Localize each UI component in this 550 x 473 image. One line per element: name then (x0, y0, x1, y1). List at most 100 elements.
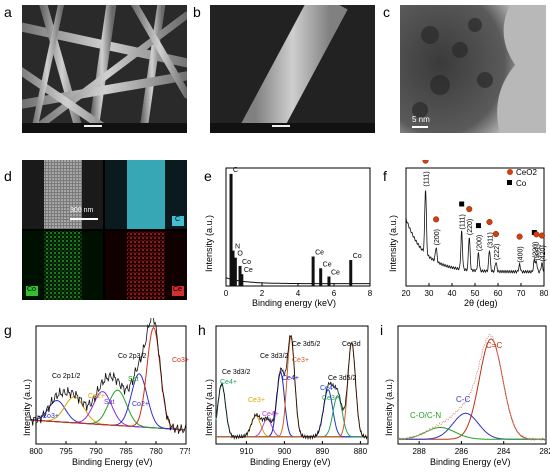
f-xtick-label: 80 (540, 289, 548, 298)
xrd-ceo2-marker (533, 231, 540, 238)
peak-annotation: Co2+ (88, 393, 105, 400)
xrd-peak-label: (220) (467, 219, 474, 235)
xrd-co-marker (475, 223, 481, 229)
i-xtick-label: 282 (539, 447, 550, 456)
f-xtick-label: 30 (425, 289, 434, 298)
peak-annotation: Ce4+ (220, 379, 237, 386)
panel-label-b: b (193, 4, 201, 20)
xrd-ceo2-marker (516, 233, 523, 240)
f-xtick-label: 20 (402, 289, 411, 298)
eds-peak-label: Co (353, 253, 362, 260)
eds-peak-label: C (233, 167, 238, 174)
eds-peak-label: Co (242, 259, 251, 266)
f-xtick-label: 50 (471, 289, 480, 298)
legend-ceo2-label: CeO2 (516, 168, 537, 177)
panel-label-c: c (383, 4, 390, 20)
sem-image-a (22, 5, 187, 133)
xrd-peak-label: (311) (487, 232, 494, 248)
legend-co-label: Co (516, 179, 527, 188)
panel-label-e: e (204, 168, 212, 184)
scale-bar-label-d: 300 nm (70, 207, 94, 214)
h-ylabel: Intensity (a.u.) (204, 378, 214, 436)
peak-annotation: Ce 3d (342, 341, 361, 348)
panel-label-h: h (198, 322, 206, 338)
eds-peak (229, 173, 233, 286)
xrd-peak-label: (111) (424, 171, 431, 186)
peak-annotation: Ce3+ (322, 395, 339, 402)
h-xtick-label: 880 (354, 447, 368, 456)
panel-label-g: g (4, 322, 12, 338)
g-xtick-label: 775 (179, 447, 190, 456)
eds-peak-label: Ce (244, 267, 253, 274)
peak-annotation: Ce4+ (320, 385, 337, 392)
i-xlabel: Binding Energy (eV) (430, 457, 511, 467)
xrd-peak-label: (331) (534, 244, 541, 260)
eds-peak-label: Ce (323, 261, 332, 268)
h-xtick-label: 910 (240, 447, 254, 456)
peak-annotation: Co 2p1/2 (52, 373, 81, 380)
legend-co-marker (507, 180, 512, 185)
peak-annotation: Ce 3d3/2 (222, 369, 251, 376)
g-xtick-label: 790 (89, 447, 103, 456)
eds-peak-label: Ce (315, 250, 324, 257)
raw-spectrum (29, 311, 187, 434)
g-ylabel: Intensity (a.u.) (22, 378, 32, 436)
i-ylabel: Intensity (a.u.) (384, 378, 394, 436)
fit-component (29, 326, 185, 431)
panel-label-f: f (383, 168, 387, 184)
e-xtick-label: 4 (296, 289, 301, 298)
component-label: C-O/C-N (410, 411, 441, 420)
peak-annotation: Ce3+ (292, 357, 309, 364)
xrd-ceo2-marker (538, 232, 545, 239)
eds-peak (231, 250, 235, 286)
g-xtick-label: 780 (149, 447, 163, 456)
e-xtick-label: 2 (260, 289, 265, 298)
eds-peak (233, 257, 237, 286)
eds-peak (238, 265, 242, 286)
e-xlabel: Binding energy (keV) (252, 298, 337, 308)
map-label-co: Co (27, 286, 36, 293)
map-label-ce: Ce (173, 286, 182, 293)
xrd-ceo2-marker (466, 206, 473, 213)
e-xtick-label: 8 (368, 289, 373, 298)
peak-annotation: Ce4+ (262, 411, 279, 418)
eds-peak-label: N (235, 244, 240, 251)
scale-bar-label-c: 5 nm (412, 115, 430, 124)
peak-annotation: Ce3+ (248, 397, 265, 404)
xrd-co-marker (459, 201, 465, 207)
h-xtick-label: 890 (316, 447, 330, 456)
fit-component (398, 338, 546, 440)
eds-peak-label: O (237, 251, 243, 258)
xrd-peak-label: (420) (540, 245, 547, 261)
xrd-ceo2-marker (422, 157, 429, 164)
eds-spectrum-e: 0 2 4 6 8 C N O Co Ce Ce Ce Ce Co Intensity (a.u.) Bi… (200, 160, 375, 310)
xrd-peak-label: (220) (532, 242, 539, 258)
xps-c1s-i: 288 286 284 282 C=C C-C C-O/C-N Intensity (a.u… (374, 318, 550, 468)
f-xtick-label: 40 (448, 289, 457, 298)
peak-annotation: Ce 3d5/2 (328, 375, 357, 382)
plot-frame (35, 325, 187, 445)
i-xtick-label: 286 (455, 447, 469, 456)
eds-mapping-d: 300 nm C Co Ce (22, 160, 187, 300)
g-xtick-label: 795 (59, 447, 73, 456)
legend-ceo2-marker (507, 169, 513, 175)
eds-peak (240, 274, 244, 286)
f-ylabel: Intensity (a.u.) (388, 214, 398, 272)
peak-annotation: Co2+ (132, 401, 149, 408)
h-xlabel: Binding Energy (eV) (250, 457, 331, 467)
component-label: C=C (486, 341, 502, 350)
raw-spectrum (215, 334, 368, 441)
g-xtick-label: 785 (119, 447, 133, 456)
peak-annotation: Sat (128, 376, 139, 383)
g-xlabel: Binding Energy (eV) (72, 457, 153, 467)
i-xtick-label: 284 (497, 447, 511, 456)
fit-component (29, 391, 185, 431)
xps-ce3d-h: 910 900 890 880 Ce 3d3/2 Ce 3d3/2 Ce 3d5/2 Ce 3… (192, 318, 372, 468)
peak-annotation: Ce4+ (282, 375, 299, 382)
xrd-ceo2-marker (433, 216, 440, 223)
eds-peak (349, 260, 353, 286)
fit-component (398, 427, 546, 440)
xrd-ceo2-marker (486, 218, 493, 226)
e-xtick-label: 0 (224, 289, 229, 298)
fit-component (216, 335, 368, 438)
